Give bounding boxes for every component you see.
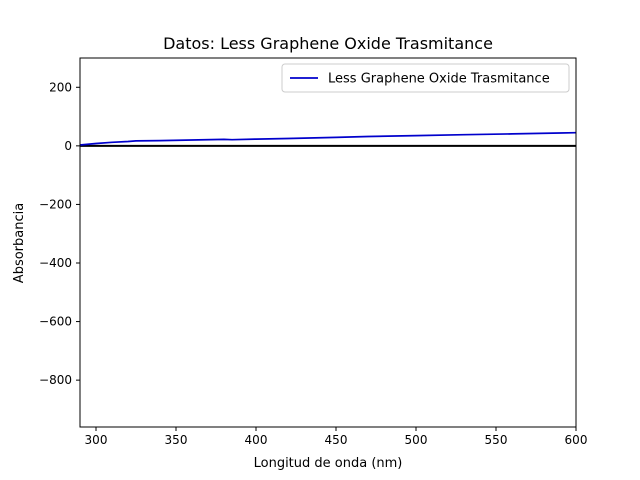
x-tick-label: 600 [565,433,588,447]
y-axis: 200 0 −200 −400 −600 −800 [39,80,80,387]
x-axis-label: Longitud de onda (nm) [254,456,403,471]
plot-frame [79,57,577,428]
x-tick-label: 450 [325,433,348,447]
y-axis-label: Absorbancia [12,203,27,283]
legend-box [281,63,570,93]
y-tick-label: −200 [39,197,72,211]
x-tick-label: 550 [485,433,508,447]
y-tick-label: −400 [39,256,72,270]
y-tick-label: −600 [39,315,72,329]
legend: Less Graphene Oxide Trasmitance [281,63,570,93]
x-tick-label: 300 [85,433,108,447]
x-tick-label: 350 [165,433,188,447]
x-tick-label: 500 [405,433,428,447]
y-tick-label: −800 [39,373,72,387]
legend-label: Less Graphene Oxide Trasmitance [328,72,550,87]
y-tick-label: 0 [64,139,72,153]
x-tick-label: 400 [245,433,268,447]
x-axis: 300 350 400 450 500 550 600 [85,427,588,447]
series-line [79,131,577,146]
chart-title: Datos: Less Graphene Oxide Trasmitance [163,34,493,53]
y-tick-label: 200 [49,80,72,94]
plot-background [80,58,576,427]
plot-area [79,57,577,428]
